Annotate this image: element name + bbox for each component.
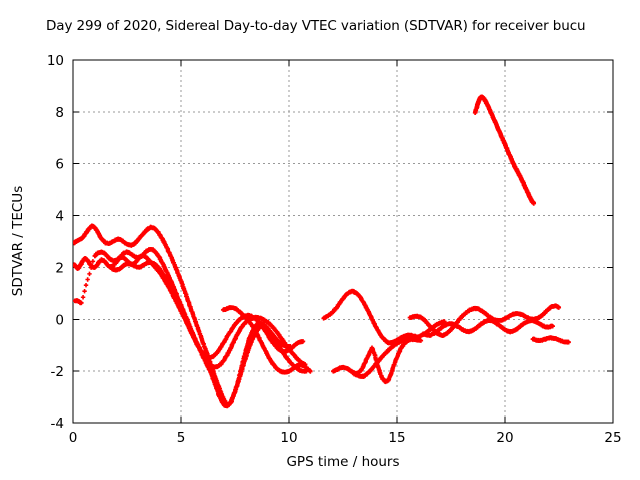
svg-text:0: 0 [69, 430, 78, 446]
grid-lines [73, 60, 613, 423]
x-axis-label: GPS time / hours [286, 454, 399, 470]
y-axis-label: SDTVAR / TECUs [10, 186, 26, 296]
svg-text:20: 20 [496, 430, 513, 446]
svg-text:-4: -4 [51, 416, 64, 432]
svg-text:6: 6 [55, 157, 64, 173]
svg-text:-2: -2 [51, 364, 64, 380]
svg-text:25: 25 [604, 430, 621, 446]
chart-title: Day 299 of 2020, Sidereal Day-to-day VTE… [46, 18, 586, 34]
svg-text:0: 0 [55, 312, 64, 328]
svg-text:8: 8 [55, 105, 64, 121]
svg-text:2: 2 [55, 260, 64, 276]
svg-text:15: 15 [388, 430, 405, 446]
svg-text:10: 10 [47, 53, 64, 69]
axis-tick-labels: -4 -2 0 2 4 6 8 10 0 5 10 15 20 25 [47, 53, 622, 446]
svg-text:4: 4 [55, 209, 64, 225]
svg-text:5: 5 [177, 430, 186, 446]
data-points [73, 94, 571, 409]
svg-text:10: 10 [280, 430, 297, 446]
axis-ticks [72, 59, 614, 424]
